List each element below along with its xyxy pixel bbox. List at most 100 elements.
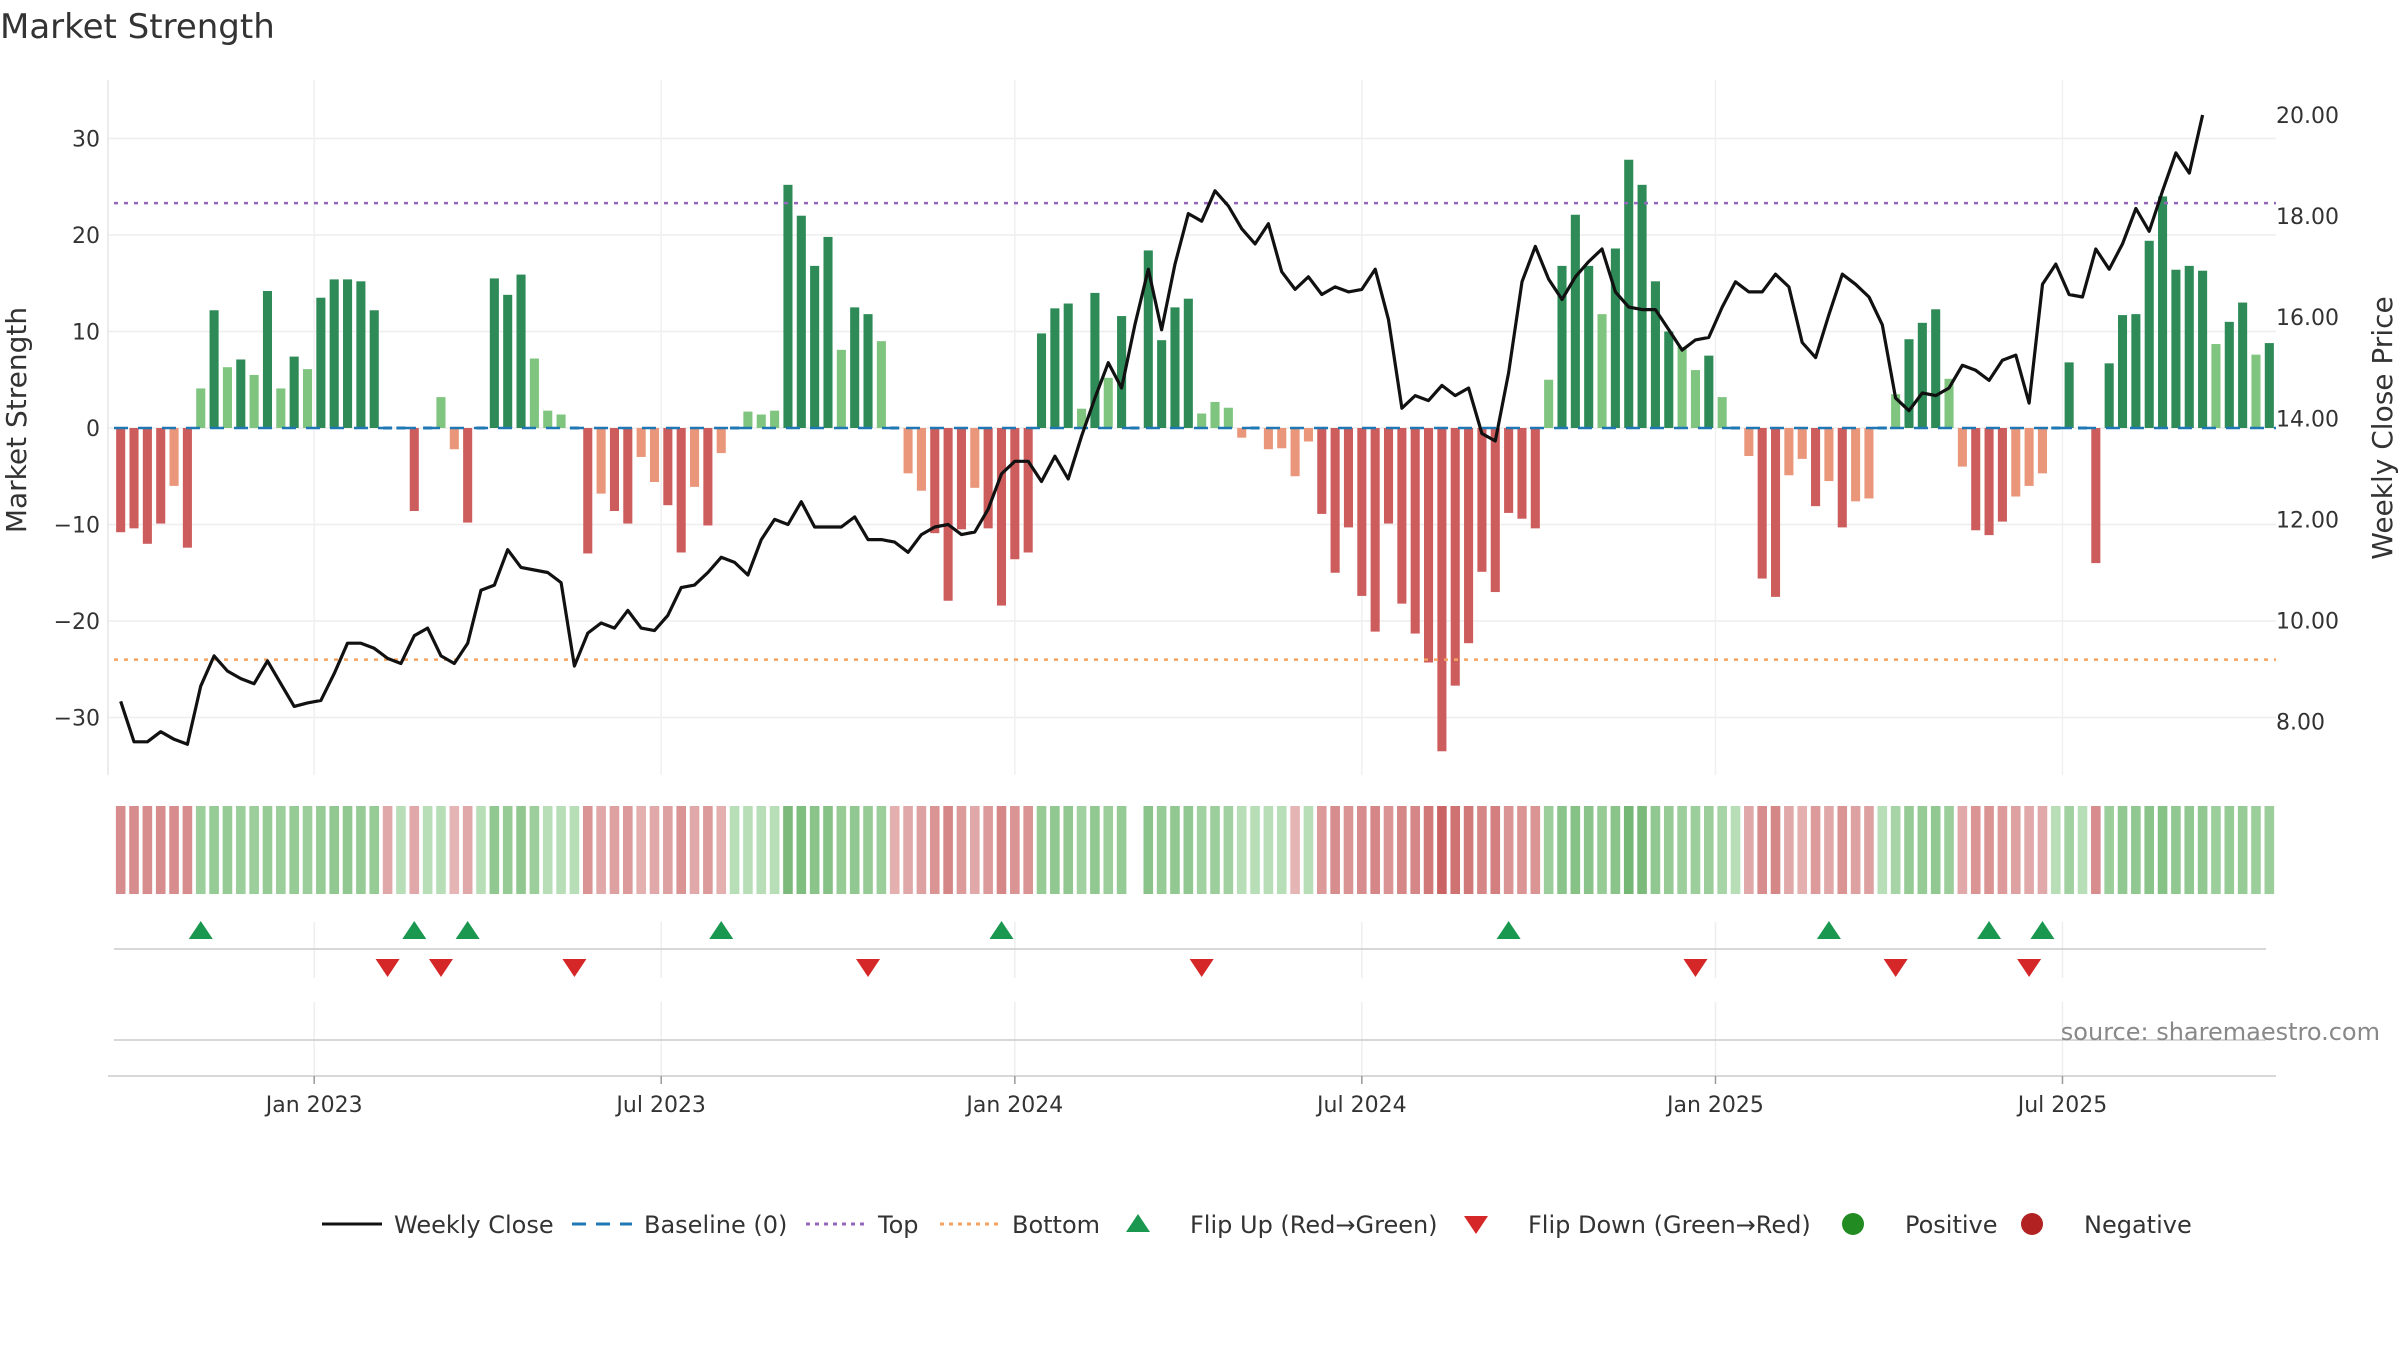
strength-bar [116,428,126,533]
strength-bar [1090,292,1100,428]
heat-cell [409,806,420,894]
heat-cell [689,806,700,894]
strength-bar [2037,428,2047,474]
left-axis-ticks: 30 20 10 0 −10 −20 −30 [54,128,100,732]
legend-label: Flip Up (Red→Green) [1190,1211,1438,1239]
heat-cell [1663,806,1674,894]
flip-down-marker [1883,959,1908,977]
strength-bar [703,428,713,526]
heat-cell [556,806,566,894]
strength-bar [783,184,793,428]
heat-cell [783,806,793,894]
strength-bar [1704,355,1714,428]
heat-cell [1290,806,1300,894]
heat-cell [1477,806,1487,894]
right-tick-label: 12.00 [2276,508,2339,533]
x-tick-label: Jul 2024 [1315,1093,1407,1118]
strength-bar [943,428,953,601]
heat-cell [1717,806,1727,894]
heat-cell [1503,806,1514,894]
heat-cell [249,806,259,894]
heat-cell [943,806,953,894]
heat-cell [823,806,833,894]
flip-down-marker [428,959,453,977]
heat-cell [2224,806,2235,894]
heat-cell [1637,806,1647,894]
chart-title: Market Strength [0,7,275,47]
strength-bar [516,274,526,428]
weekly-close-line [119,114,2205,746]
strength-bar [1117,316,1127,428]
heat-cell [2117,806,2128,894]
heat-cell [1437,806,1447,894]
strength-bar [1837,428,1847,528]
heat-cell [1864,806,1874,894]
strength-bar [1570,214,1580,428]
heat-cell [222,806,233,894]
heat-cell [996,806,1007,894]
legend-swatch-flip-down [1464,1216,1488,1234]
x-axis-ticks: Jan 2023 Jul 2023 Jan 2024 Jul 2024 Jan 2025… [264,1076,2107,1118]
heat-cell [1970,806,1981,894]
heat-cell [516,806,526,894]
heat-cell [1957,806,1968,894]
heat-cell [1303,806,1314,894]
strength-bar [356,281,366,428]
heat-cell [609,806,620,894]
heat-cell [836,806,847,894]
heat-cell [382,806,393,894]
strength-bar [1197,413,1207,428]
heat-cell [356,806,366,894]
strength-bar [876,341,886,428]
heat-cell [2211,806,2221,894]
heat-cell [396,806,406,894]
heat-cell [342,806,353,894]
heat-cell [983,806,993,894]
heat-cell [142,806,153,894]
heat-cell [769,806,780,894]
right-tick-label: 14.00 [2276,407,2339,432]
strength-bar [329,279,339,428]
left-tick-label: 20 [72,224,100,249]
strength-bar [142,428,152,544]
heat-cell [716,806,727,894]
legend-swatch-dot [1842,1213,1864,1235]
left-tick-label: 10 [72,321,100,346]
heat-cell [1156,806,1167,894]
strength-bar [1410,428,1420,634]
strength-bar [209,310,219,428]
strength-bar [1637,184,1647,428]
heat-cell [1917,806,1928,894]
strength-bar [1023,428,1033,553]
flip-down-marker [1189,959,1214,977]
legend-label: Bottom [1012,1211,1100,1239]
strength-bar [1904,339,1914,428]
strength-bar [636,428,646,457]
heat-cell [1944,806,1954,894]
heat-cell [449,806,460,894]
heat-cell [1690,806,1701,894]
x-tick-label: Jan 2023 [264,1093,363,1118]
heat-cell [1930,806,1941,894]
heat-cell [1997,806,2008,894]
strength-bar [1851,428,1861,502]
heat-cell [1423,806,1434,894]
strength-bar [903,428,913,474]
strength-bar [2264,343,2274,428]
heat-cell [2251,806,2261,894]
lower-panel-gridlines [108,922,2276,1077]
strength-bar [1784,428,1794,476]
strength-bar [2091,428,2101,564]
heat-cell [1343,806,1354,894]
heat-cell [235,806,246,894]
strength-bar [983,428,993,529]
strength-bar [1690,370,1701,428]
heat-cell [2171,806,2181,894]
strength-bar [1370,428,1380,632]
strength-bar [1343,428,1354,528]
strength-bar [289,356,299,428]
flip-down-marker [2017,959,2042,977]
heat-cell [889,806,900,894]
strength-bar [743,411,753,428]
heat-cell [1744,806,1754,894]
